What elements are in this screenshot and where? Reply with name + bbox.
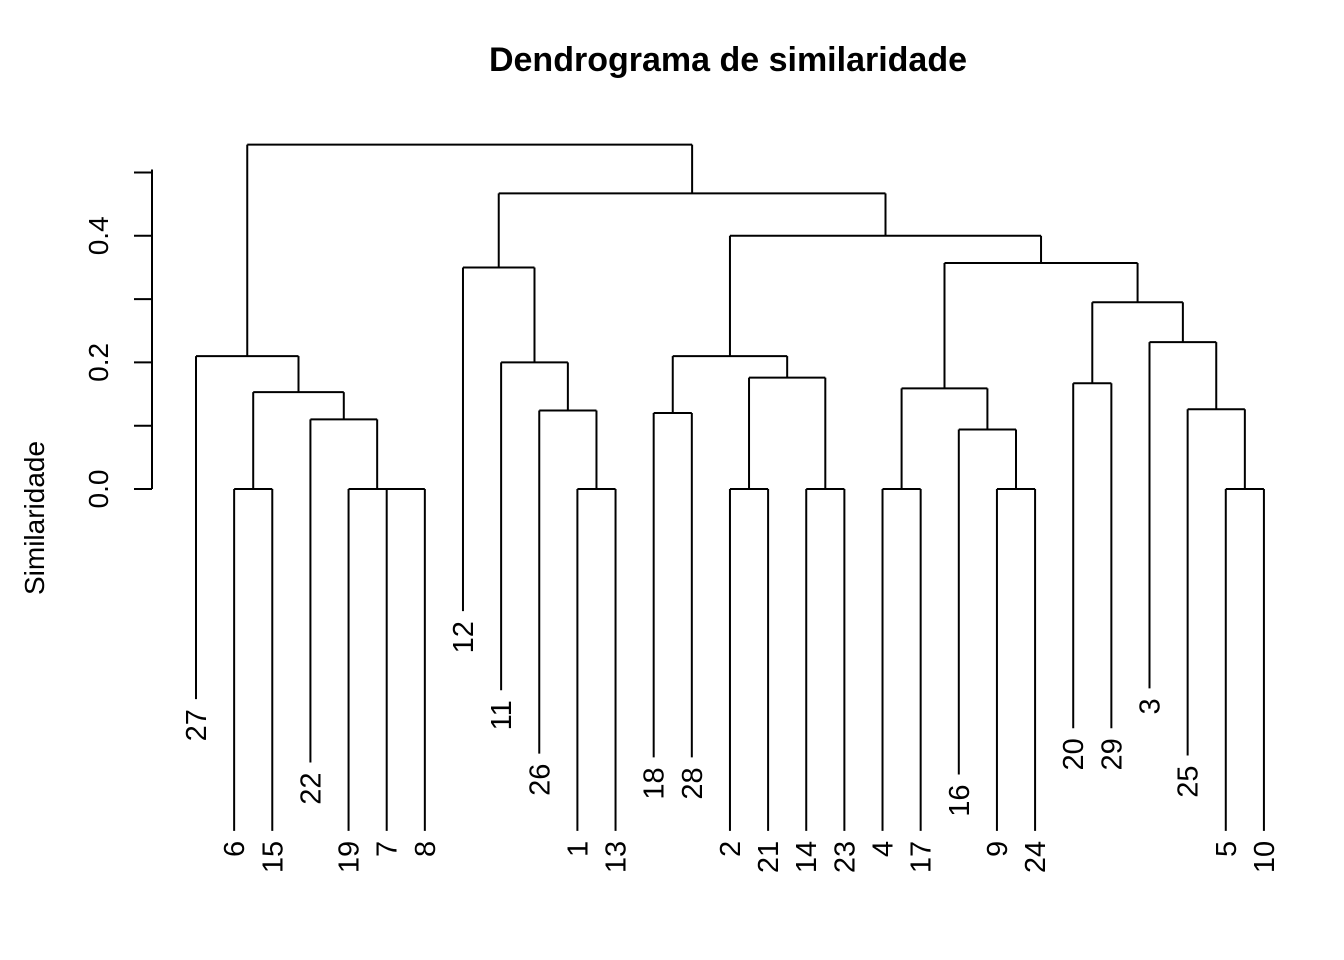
leaf-label-26: 26 bbox=[524, 764, 556, 796]
leaf-label-4: 4 bbox=[868, 841, 900, 857]
leaf-label-7: 7 bbox=[372, 841, 404, 857]
y-axis-label: Similaridade bbox=[19, 441, 50, 595]
leaf-label-6: 6 bbox=[219, 841, 251, 857]
leaf-label-14: 14 bbox=[791, 841, 823, 873]
y-axis: 0.0 0.2 0.4 bbox=[83, 169, 153, 509]
leaf-label-22: 22 bbox=[295, 772, 327, 804]
leaf-label-20: 20 bbox=[1058, 738, 1090, 770]
leaf-label-3: 3 bbox=[1135, 698, 1167, 714]
leaf-label-15: 15 bbox=[257, 841, 289, 873]
y-tick-label: 0.4 bbox=[83, 216, 114, 255]
leaf-label-13: 13 bbox=[601, 841, 633, 873]
leaf-label-16: 16 bbox=[944, 784, 976, 816]
leaf-label-2: 2 bbox=[715, 841, 747, 857]
leaf-label-24: 24 bbox=[1020, 841, 1052, 873]
leaf-label-17: 17 bbox=[906, 841, 938, 873]
chart-title: Dendrograma de similaridade bbox=[489, 41, 967, 79]
y-tick-label: 0.2 bbox=[83, 343, 114, 382]
leaf-label-11: 11 bbox=[486, 700, 518, 730]
leaf-label-18: 18 bbox=[639, 767, 671, 799]
y-tick-label: 0.0 bbox=[83, 470, 114, 509]
leaf-label-19: 19 bbox=[334, 841, 366, 873]
dendrogram-tree bbox=[195, 143, 1265, 831]
leaf-label-27: 27 bbox=[181, 709, 213, 741]
leaf-label-1: 1 bbox=[562, 841, 594, 857]
leaf-label-29: 29 bbox=[1096, 738, 1128, 770]
leaf-label-9: 9 bbox=[982, 841, 1014, 857]
leaf-label-8: 8 bbox=[410, 841, 442, 857]
leaf-label-25: 25 bbox=[1173, 765, 1205, 797]
leaf-label-28: 28 bbox=[677, 767, 709, 799]
leaf-label-5: 5 bbox=[1211, 841, 1243, 857]
leaf-label-10: 10 bbox=[1249, 841, 1281, 873]
leaf-label-23: 23 bbox=[829, 841, 861, 873]
leaf-label-12: 12 bbox=[448, 621, 480, 653]
leaf-label-21: 21 bbox=[753, 841, 785, 873]
